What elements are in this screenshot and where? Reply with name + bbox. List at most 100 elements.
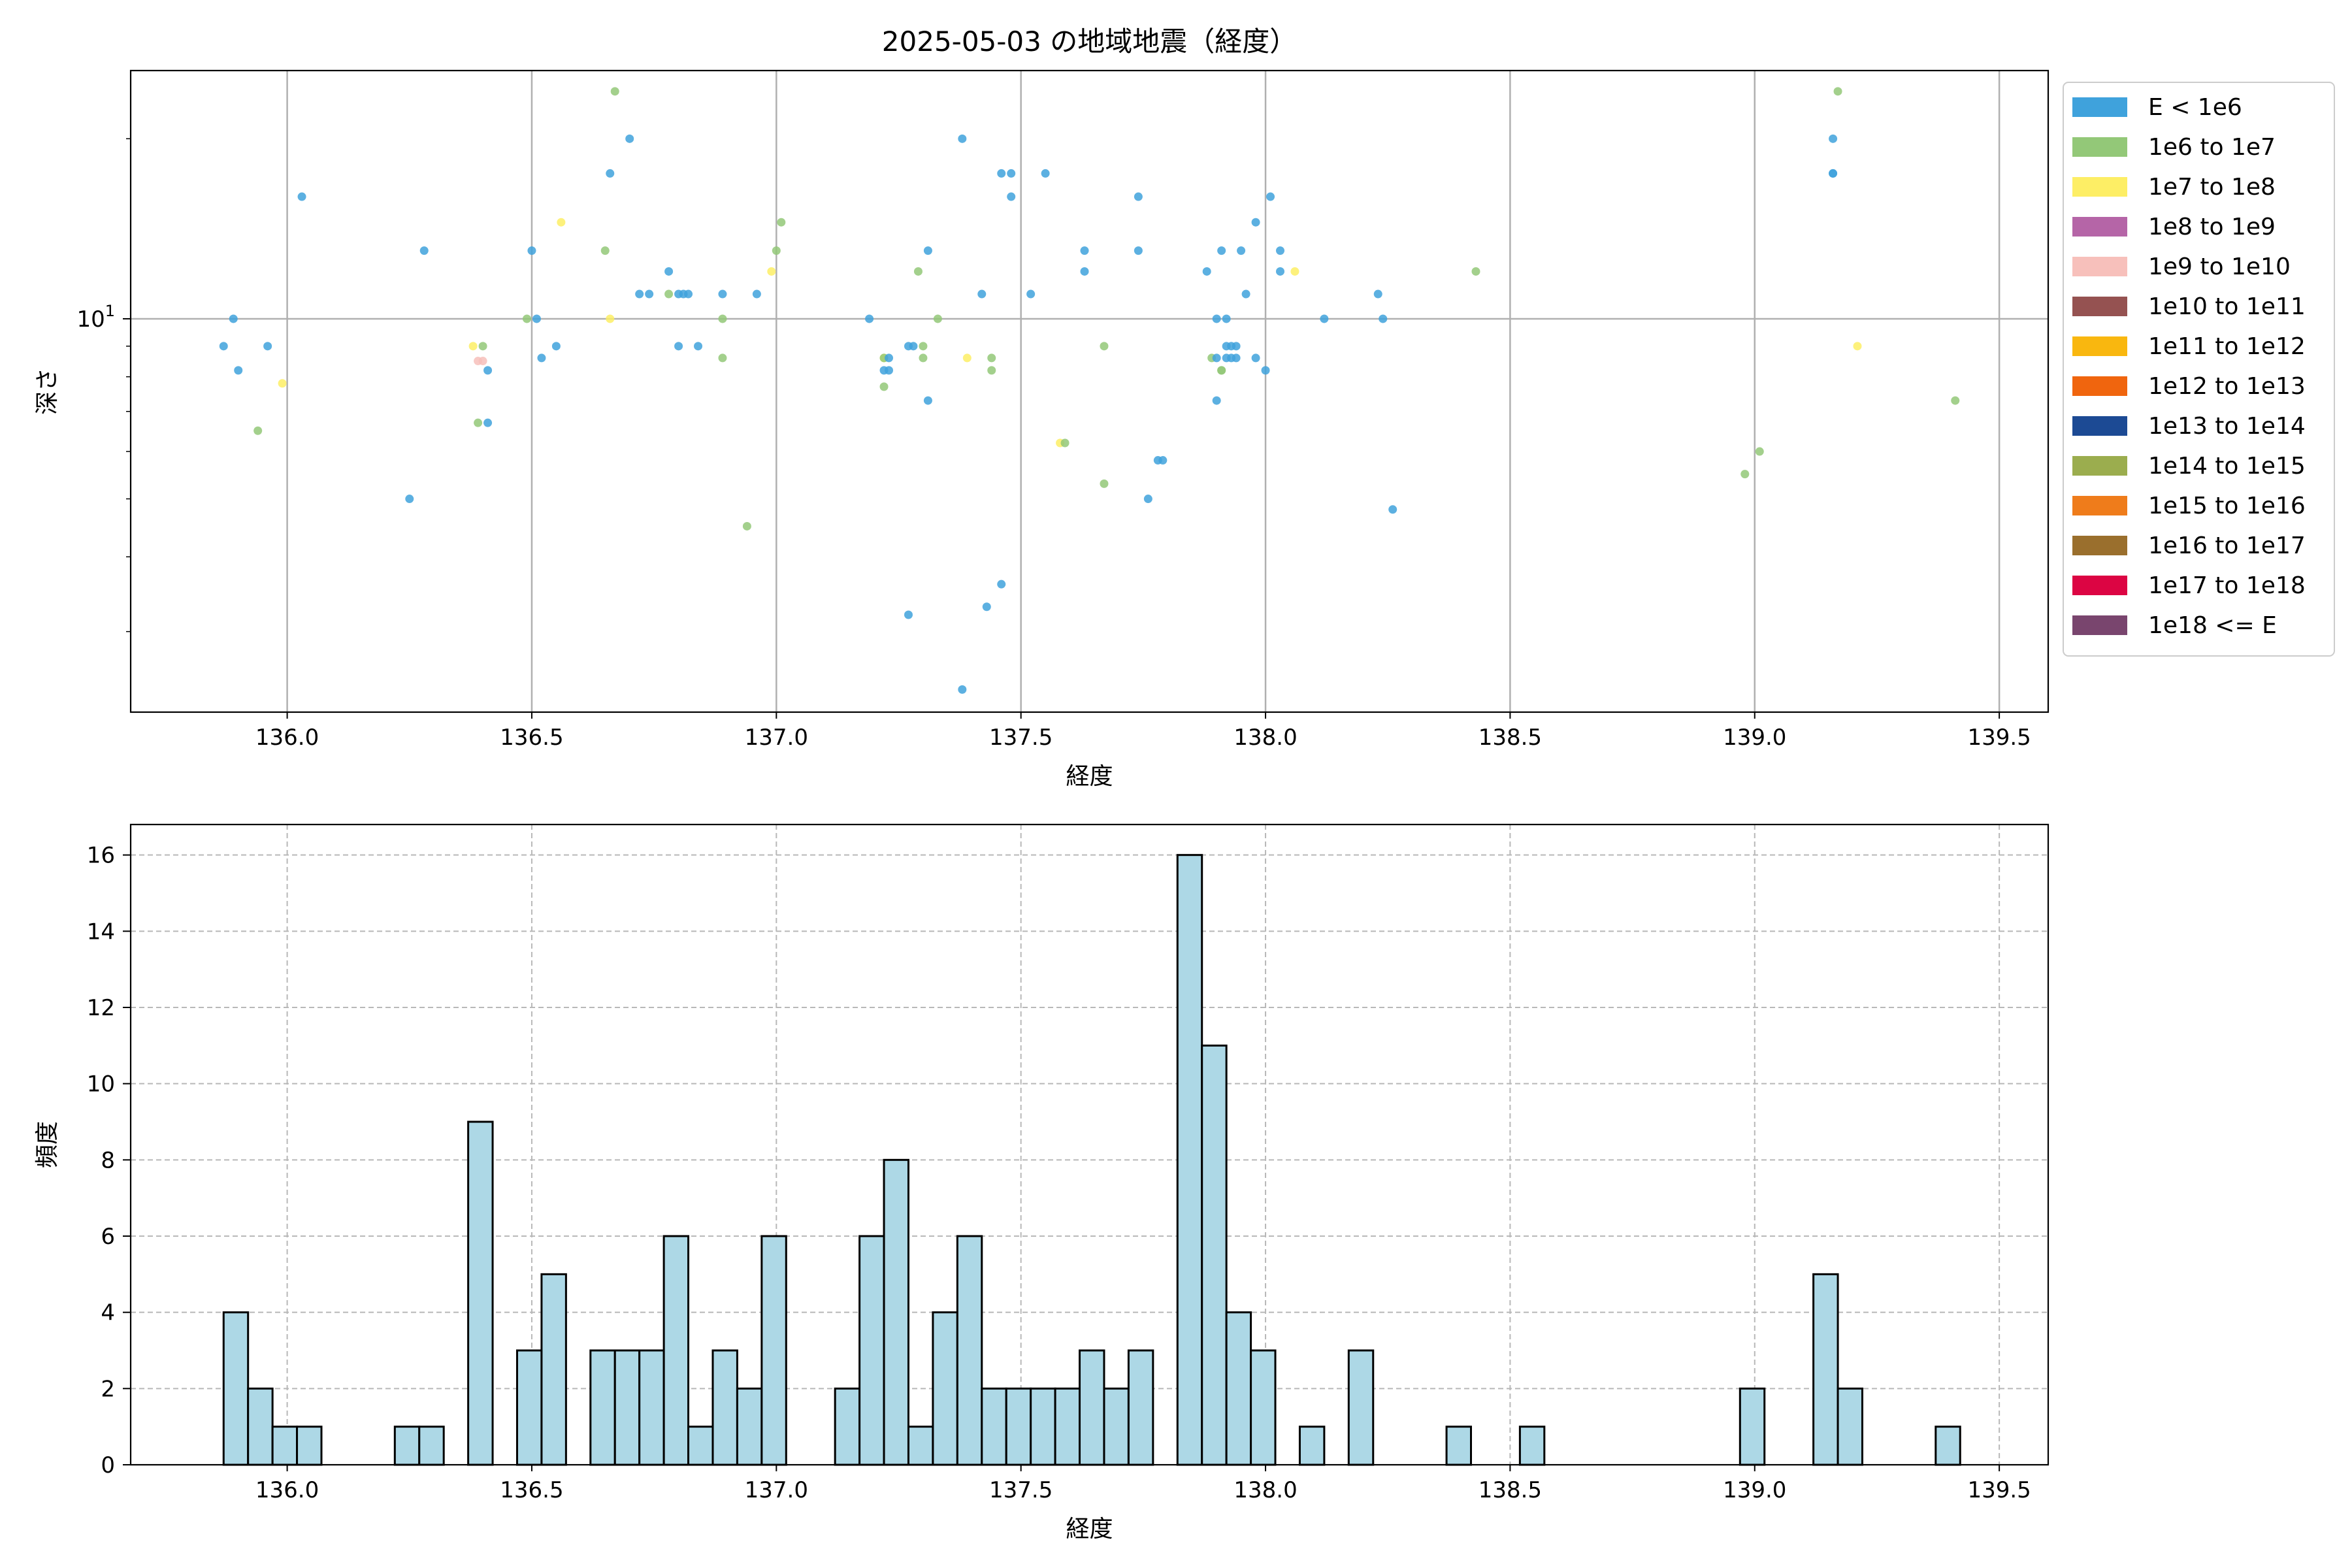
legend-entry-label: 1e6 to 1e7	[2148, 134, 2276, 161]
scatter-point	[664, 267, 674, 276]
histogram-bar	[907, 1426, 934, 1466]
scatter-x-axis-label: 経度	[1066, 763, 1113, 790]
legend-entry-label: 1e13 to 1e14	[2148, 413, 2306, 440]
scatter-point	[1202, 267, 1211, 276]
scatter-point	[777, 218, 786, 227]
histogram-bar	[736, 1387, 763, 1466]
scatter-point	[419, 246, 429, 255]
legend-swatch	[2072, 217, 2127, 237]
scatter-point	[1212, 353, 1221, 363]
scatter-point	[600, 246, 610, 255]
scatter-x-tick-label: 137.0	[745, 725, 808, 751]
scatter-point	[1290, 267, 1299, 276]
legend-box	[2063, 82, 2335, 657]
histogram-bar	[1445, 1426, 1473, 1466]
scatter-point	[478, 357, 487, 366]
scatter-point	[1212, 396, 1221, 405]
histogram-x-tick-label: 138.5	[1478, 1477, 1542, 1503]
scatter-point	[923, 396, 932, 405]
scatter-point	[1833, 87, 1842, 96]
scatter-point	[557, 218, 566, 227]
scatter-point	[1853, 342, 1862, 351]
histogram-bar	[271, 1426, 299, 1466]
scatter-point	[537, 353, 546, 363]
scatter-point	[1080, 267, 1089, 276]
legend-entry-label: 1e8 to 1e9	[2148, 214, 2276, 240]
scatter-point	[1007, 169, 1016, 178]
scatter-point	[229, 314, 238, 323]
scatter-x-tick-label: 139.0	[1723, 725, 1786, 751]
scatter-plot: 136.0 136.5 137.0 137.5 138.0 138.5 139.0 139.5…	[34, 25, 2050, 790]
histogram-bar	[247, 1387, 274, 1466]
scatter-point	[606, 169, 615, 178]
histogram-x-tick-label: 139.0	[1723, 1477, 1786, 1503]
histogram-bar	[883, 1158, 909, 1466]
legend-swatch	[2072, 177, 2127, 197]
scatter-point	[474, 418, 483, 427]
histogram-bar	[1127, 1349, 1154, 1466]
scatter-point	[551, 342, 561, 351]
scatter-point	[606, 314, 615, 323]
scatter-point	[1232, 342, 1241, 351]
scatter-point	[987, 366, 996, 375]
scatter-point	[468, 342, 478, 351]
histogram-y-tick-label: 16	[87, 843, 115, 869]
scatter-point	[1060, 438, 1070, 448]
histogram-bar	[1739, 1387, 1766, 1466]
histogram-bar	[222, 1311, 250, 1466]
histogram-y-tick-label: 12	[87, 995, 115, 1021]
scatter-point	[987, 353, 996, 363]
scatter-point	[253, 426, 263, 435]
histogram-bar	[393, 1426, 421, 1466]
histogram-bar	[858, 1235, 885, 1466]
scatter-point	[1755, 447, 1764, 456]
scatter-point	[1080, 246, 1089, 255]
histogram-x-tick-label: 137.5	[989, 1477, 1053, 1503]
scatter-point	[1100, 479, 1109, 488]
histogram-bar	[613, 1349, 641, 1466]
scatter-point	[219, 342, 228, 351]
scatter-point	[1829, 169, 1838, 178]
histogram-bar	[467, 1120, 494, 1466]
histogram-y-axis-label: 頻度	[34, 1121, 61, 1168]
scatter-point	[1829, 134, 1838, 143]
scatter-point	[718, 353, 727, 363]
legend-entry-label: 1e12 to 1e13	[2148, 373, 2306, 400]
histogram-bar	[1518, 1426, 1546, 1466]
scatter-point	[913, 267, 923, 276]
scatter-point	[1222, 314, 1231, 323]
legend-entry-label: 1e15 to 1e16	[2148, 493, 2306, 519]
scatter-point	[885, 353, 894, 363]
scatter-point	[742, 521, 751, 531]
scatter-point	[919, 353, 928, 363]
histogram-x-tick-label: 138.0	[1233, 1477, 1297, 1503]
scatter-point	[645, 289, 654, 299]
histogram-y-tick-label: 6	[101, 1224, 115, 1250]
scatter-point	[1276, 267, 1285, 276]
histogram-y-tick-label: 8	[101, 1147, 115, 1173]
scatter-point	[483, 366, 493, 375]
scatter-point	[478, 342, 487, 351]
scatter-point	[1379, 314, 1388, 323]
histogram-bar	[1201, 1044, 1228, 1466]
scatter-x-tick-label: 136.0	[255, 725, 319, 751]
histogram-y-tick-label: 2	[101, 1376, 115, 1402]
scatter-point	[1100, 342, 1109, 351]
scatter-point	[1320, 314, 1329, 323]
scatter-point	[1951, 396, 1960, 405]
scatter-title: 2025-05-03 の地域地震（経度）	[882, 25, 1297, 57]
scatter-point	[1232, 353, 1241, 363]
scatter-x-tick-label: 138.5	[1478, 725, 1542, 751]
histogram-plot: 0 2 4 6 8 10 12 14 16 136.0 136.5 137.0 137.5 138.0 13…	[34, 823, 2050, 1543]
scatter-point	[879, 382, 889, 391]
scatter-point	[625, 134, 634, 143]
histogram-bar	[1250, 1349, 1277, 1466]
scatter-point	[919, 342, 928, 351]
legend-entry-label: 1e9 to 1e10	[2148, 253, 2291, 280]
histogram-x-tick-label: 136.5	[500, 1477, 563, 1503]
histogram-bar	[1176, 854, 1203, 1466]
scatter-point	[718, 289, 727, 299]
histogram-plot-frame	[129, 823, 2050, 1466]
scatter-point	[610, 87, 619, 96]
